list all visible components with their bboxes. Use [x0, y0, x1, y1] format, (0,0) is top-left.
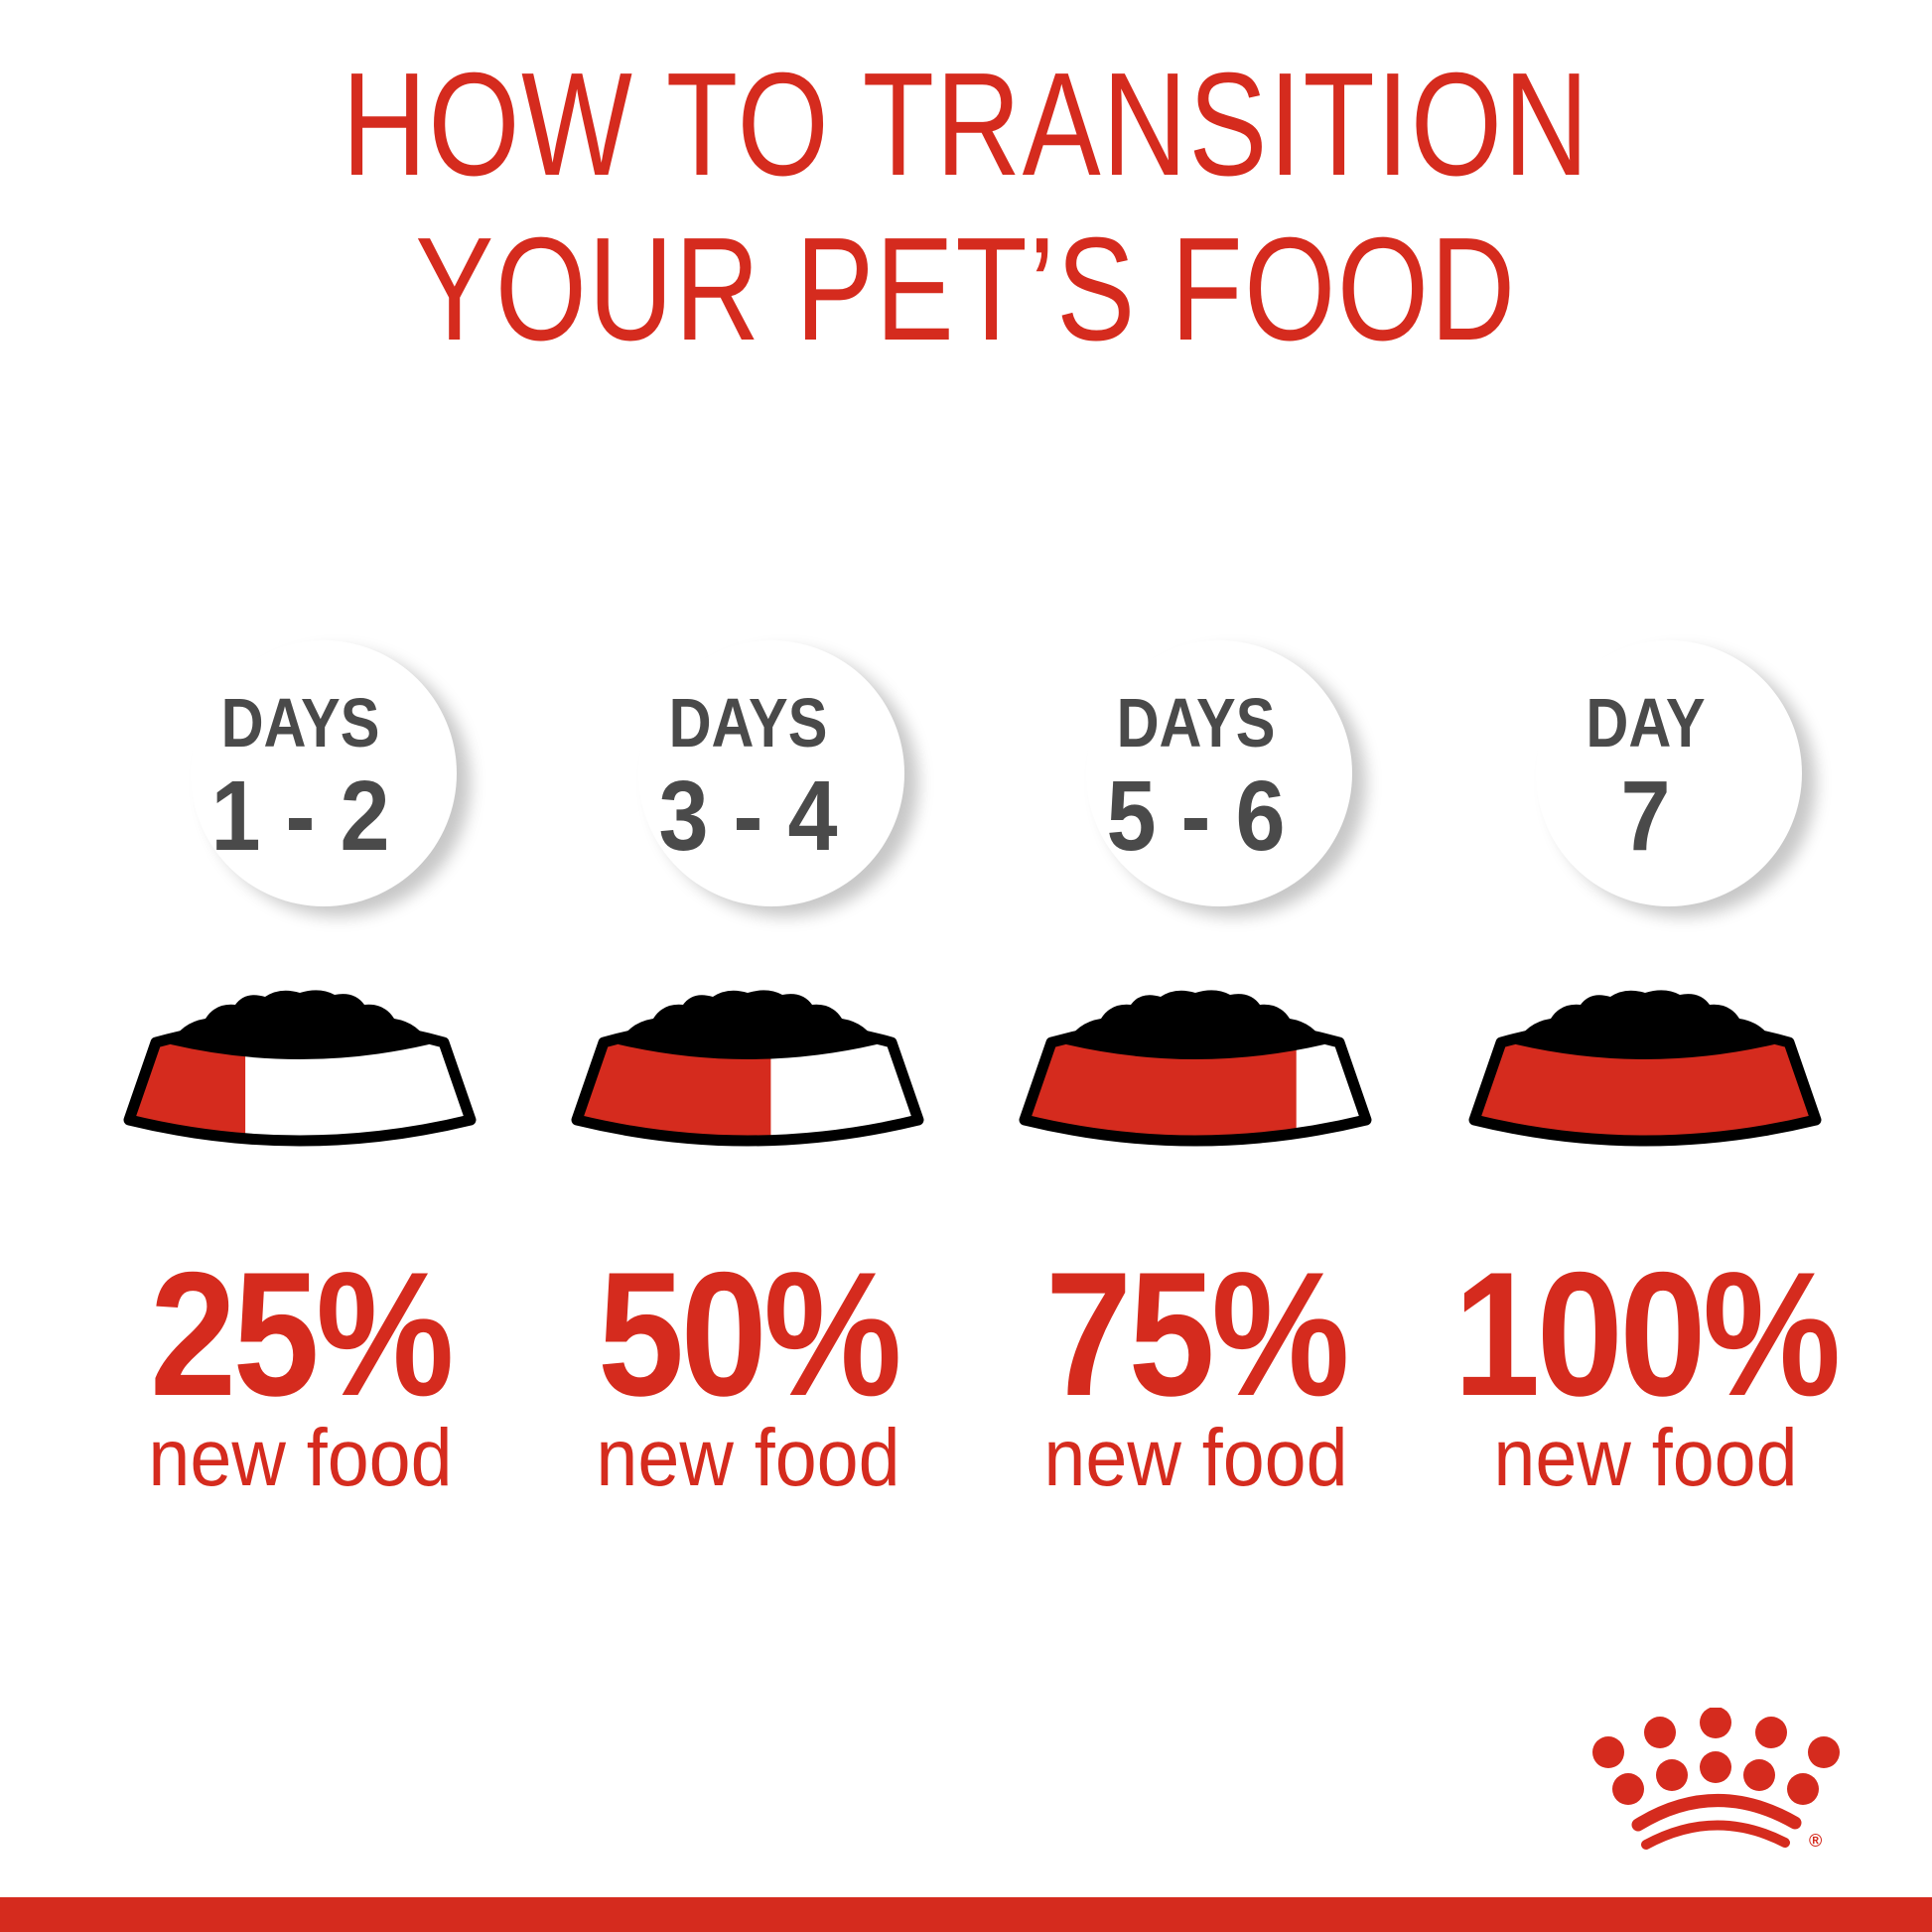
percent-new-food: 75%: [1045, 1235, 1349, 1433]
day-range: 3 - 4: [658, 760, 838, 872]
days-label: DAYS: [220, 684, 380, 761]
bottom-brand-bar: [0, 1897, 1932, 1932]
new-food-caption: new food: [148, 1413, 453, 1503]
food-mound: [619, 990, 877, 1059]
day-range: 7: [1620, 760, 1671, 872]
food-bowl-icon: [1468, 990, 1822, 1147]
day-badge: [1536, 640, 1802, 906]
food-mound: [1066, 990, 1324, 1059]
royal-canin-crown-logo-icon: ®: [1592, 1708, 1840, 1851]
transition-step: DAYS 1 - 2 25% new food: [76, 0, 524, 1588]
transition-step: DAY 7 100% new food: [1422, 0, 1869, 1588]
day-badge: [191, 640, 457, 906]
percent-new-food: 50%: [598, 1235, 901, 1433]
days-label: DAYS: [668, 684, 828, 761]
food-bowl-icon: [1019, 990, 1372, 1147]
transition-step: DAYS 3 - 4 50% new food: [524, 0, 972, 1588]
registered-mark: ®: [1809, 1831, 1822, 1851]
food-mound: [1516, 990, 1774, 1059]
food-mound: [171, 990, 429, 1059]
title-line-1: HOW TO TRANSITION: [342, 43, 1590, 207]
new-food-caption: new food: [1493, 1413, 1798, 1503]
title-line-2: YOUR PET’S FOOD: [415, 207, 1517, 371]
days-label: DAY: [1586, 684, 1706, 761]
percent-new-food: 25%: [150, 1235, 454, 1433]
day-badge: [1086, 640, 1352, 906]
days-label: DAYS: [1116, 684, 1276, 761]
new-food-caption: new food: [1043, 1413, 1348, 1503]
day-range: 1 - 2: [210, 760, 390, 872]
food-bowl-icon: [571, 990, 924, 1147]
food-bowl-icon: [123, 990, 477, 1147]
day-range: 5 - 6: [1106, 760, 1286, 872]
percent-new-food: 100%: [1453, 1235, 1841, 1433]
day-badge: [638, 640, 904, 906]
new-food-caption: new food: [596, 1413, 900, 1503]
transition-step: DAYS 5 - 6 75% new food: [972, 0, 1420, 1588]
